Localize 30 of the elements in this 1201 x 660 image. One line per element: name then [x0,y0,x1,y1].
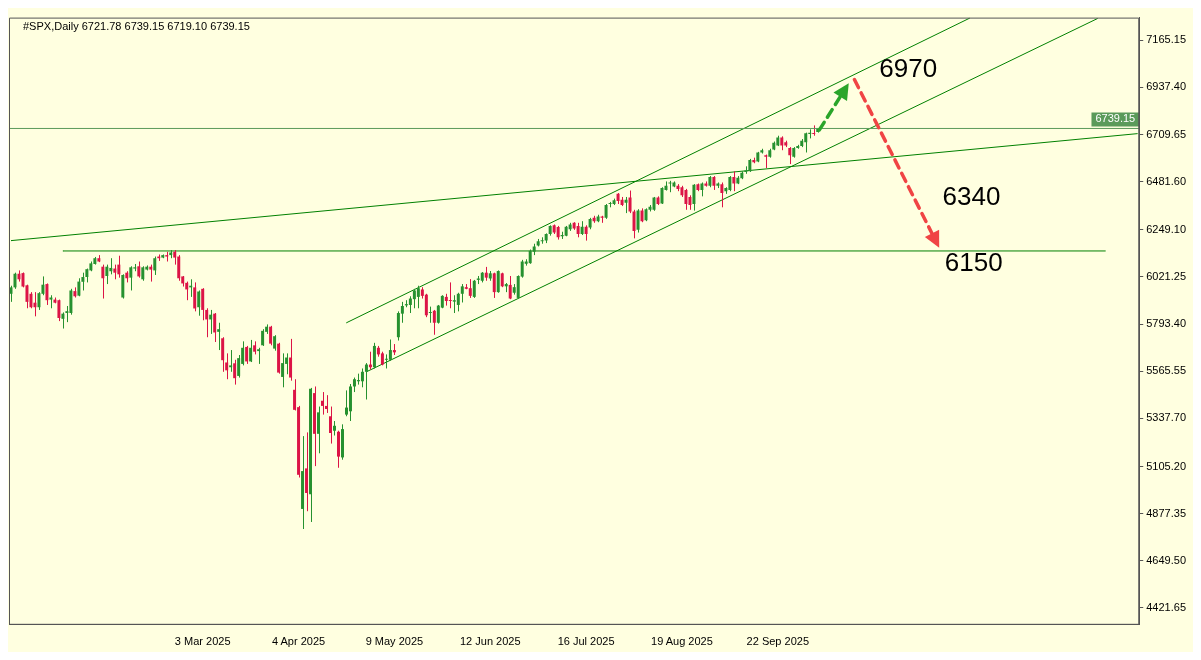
x-tick-label: 9 May 2025 [365,635,424,648]
y-tick-label: 4421.65 [1146,600,1186,613]
y-tick-label: 5105.20 [1146,459,1186,472]
candlestick [452,294,456,314]
annotation: 6970 [879,52,938,83]
candlestick [476,275,480,285]
x-tick-label: 3 Mar 2025 [174,635,231,648]
x-tick-label: 4 Apr 2025 [271,635,326,648]
chart-title: #SPX,Daily 6721.78 6739.15 6719.10 6739.15 [23,20,250,33]
candlestick [165,251,169,263]
x-tick-label: 12 Jun 2025 [459,635,521,648]
y-tick-label: 4877.35 [1146,506,1186,519]
annotation: 6150 [944,246,1003,277]
y-tick-label: 6249.10 [1146,222,1186,235]
y-tick-label: 6937.40 [1146,80,1186,93]
y-tick-label: 6709.65 [1146,127,1186,140]
x-tick-label: 19 Aug 2025 [651,635,713,648]
x-tick-label: 22 Sep 2025 [746,635,809,648]
y-tick-label: 5565.55 [1146,364,1186,377]
y-tick-label: 4649.50 [1146,553,1186,566]
y-tick-label: 6481.60 [1146,174,1186,187]
ref-line-label: 6739.15 [1095,112,1136,125]
y-tick-label: 5337.70 [1146,411,1186,424]
x-tick-label: 16 Jul 2025 [557,635,615,648]
annotation: 6340 [942,180,1001,211]
y-tick-label: 7165.15 [1146,33,1186,46]
candlestick [764,154,768,169]
candlestick [668,180,672,193]
y-tick-label: 5793.40 [1146,317,1186,330]
y-tick-label: 6021.25 [1146,270,1186,283]
